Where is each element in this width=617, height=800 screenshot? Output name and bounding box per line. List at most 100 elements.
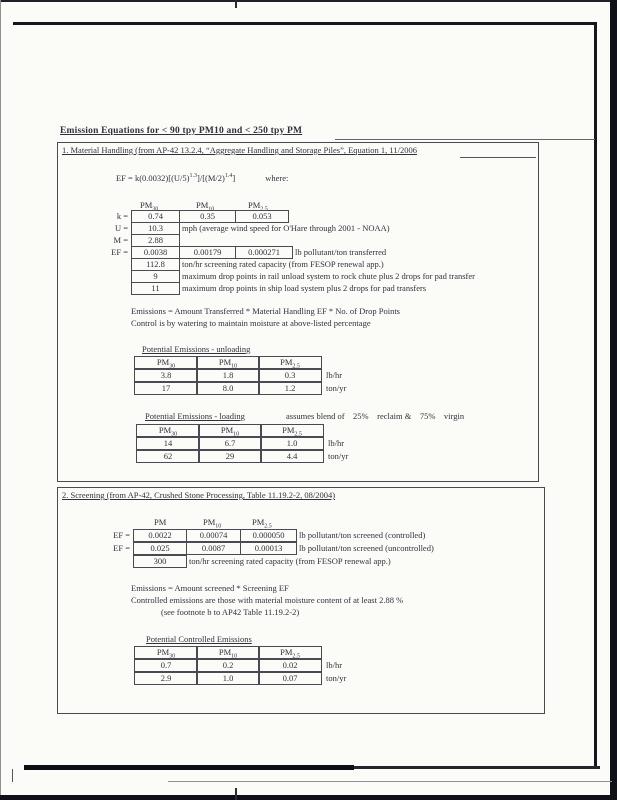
image-right-edge: [610, 0, 617, 800]
page-frame-bottom-heavy: [24, 765, 354, 770]
ef-uncontrolled-description: lb pollutant/ton screened (uncontrolled): [299, 543, 434, 553]
controlled-tonyr-pm25: 0.07: [258, 672, 322, 685]
pm-subscript: 10: [233, 431, 240, 438]
section-2-screening: 2. Screening (from AP-42, Crushed Stone …: [57, 487, 545, 714]
pm-label: PM: [156, 357, 170, 367]
pm-subscript: 10: [208, 206, 215, 213]
pm-label: PM: [203, 517, 216, 527]
screening-rate-description: ton/hr screening rated capacity (from FE…: [189, 556, 391, 566]
s2-pm25-header: PM2.5: [252, 517, 272, 530]
rate-description: ton/hr screening rated capacity (from FE…: [182, 259, 384, 269]
ef-description: lb pollutant/ton transferred: [295, 247, 387, 257]
loading-lbhr-unit: lb/hr: [328, 438, 345, 448]
loading-table-caption: Potential Emissions - loading: [145, 411, 245, 421]
ef-uncontrolled-pm10: 0.0087: [186, 542, 241, 555]
registration-tick-top: [235, 0, 237, 8]
controlled-lbhr-unit: lb/hr: [326, 660, 343, 670]
loading-pm25-header: PM2.5: [260, 424, 324, 438]
pm-label: PM: [218, 647, 232, 657]
u-label: U =: [114, 223, 128, 233]
scan-faint-rule: [168, 781, 612, 782]
unloading-table: PM30 PM10 PM2.5 3.8 1.8 0.3 lb/hr 17 8.0…: [134, 356, 384, 396]
controlled-pm10-header: PM10: [196, 646, 260, 660]
section-2-heading: 2. Screening (from AP-42, Crushed Stone …: [62, 490, 336, 500]
scan-left-tick: [12, 769, 13, 782]
pm-subscript: 10: [231, 653, 238, 660]
loading-tonyr-pm30: 62: [136, 450, 200, 463]
u-description: mph (average wind speed for O'Hare throu…: [182, 223, 390, 233]
loading-lbhr-pm30: 14: [136, 437, 200, 450]
k-pm10-value: 0.35: [179, 210, 236, 223]
section-1-heading-rule: [460, 157, 536, 158]
controlled-tonyr-pm10: 1.0: [196, 672, 260, 685]
unloading-lbhr-pm25: 0.3: [258, 369, 322, 382]
k-label: k =: [116, 211, 128, 221]
controlled-lbhr-pm30: 0.7: [134, 659, 198, 672]
pm-subscript: 30: [171, 431, 178, 438]
unloading-lbhr-pm10: 1.8: [196, 369, 260, 382]
ship-drop-points-value: 11: [131, 282, 180, 295]
loading-tonyr-pm25: 4.4: [260, 450, 324, 463]
image-top-edge: [0, 0, 617, 2]
unloading-lbhr-unit: lb/hr: [326, 370, 343, 380]
loading-lbhr-pm10: 6.7: [198, 437, 262, 450]
pm-subscript: 2.5: [292, 363, 300, 370]
s1-pm10-header: PM10: [196, 200, 215, 213]
pm-subscript: 30: [169, 653, 176, 660]
ef-controlled-pm25: 0.000050: [240, 529, 297, 542]
s2-footnote-reference: (see footnote b to AP42 Table 11.19.2-2): [161, 607, 300, 617]
ef-equation: EF = k(0.0032)[(U/5)1.3]/[(M/2)1.4] where…: [116, 173, 288, 184]
page-frame-top: [13, 22, 597, 25]
pm-label: PM: [280, 647, 293, 657]
s1-emissions-formula: Emissions = Amount Transferred * Materia…: [131, 306, 400, 316]
ef-controlled-pm: 0.0022: [133, 529, 187, 542]
s1-pm25-header: PM2.5: [248, 200, 268, 213]
unloading-pm30-header: PM30: [134, 356, 198, 370]
ef-controlled-description: lb pollutant/ton screened (controlled): [299, 530, 426, 540]
page-frame-right: [594, 22, 597, 768]
section-1-material-handling: 1. Material Handling (from AP-42 13.2.4,…: [57, 142, 539, 482]
pm-label: PM: [252, 517, 265, 527]
ef-uncontrolled-label: EF =: [113, 543, 130, 553]
unloading-tonyr-unit: ton/yr: [326, 383, 347, 393]
rail-drop-points-description: maximum drop points in rail unload syste…: [182, 271, 475, 281]
loading-lbhr-pm25: 1.0: [260, 437, 324, 450]
ef-controlled-pm10: 0.00074: [186, 529, 241, 542]
pm-label: PM: [154, 517, 167, 527]
pm-label: PM: [158, 425, 172, 435]
page-frame-bottom-light: [354, 766, 600, 769]
unloading-tonyr-pm25: 1.2: [258, 382, 322, 395]
unloading-tonyr-pm10: 8.0: [196, 382, 260, 395]
title-stray-rule: [335, 139, 595, 140]
controlled-table-caption: Potential Controlled Emissions: [146, 634, 252, 644]
unloading-lbhr-pm30: 3.8: [134, 369, 198, 382]
s2-controlled-note: Controlled emissions are those with mate…: [131, 595, 404, 605]
image-left-edge: [0, 0, 1, 800]
controlled-tonyr-unit: ton/yr: [326, 673, 347, 683]
ef-label: EF =: [111, 247, 128, 257]
loading-blend-note: assumes blend of 25% reclaim & 75% virgi…: [286, 411, 465, 421]
controlled-pm25-header: PM2.5: [258, 646, 322, 660]
loading-pm30-header: PM30: [136, 424, 200, 438]
pm-label: PM: [282, 425, 295, 435]
loading-table: PM30 PM10 PM2.5 14 6.7 1.0 lb/hr 62 29 4…: [136, 424, 386, 464]
s1-control-note: Control is by watering to maintain moist…: [131, 318, 371, 328]
s2-emissions-formula: Emissions = Amount screened * Screening …: [131, 583, 289, 593]
ef-pm25-value: 0.000271: [235, 246, 293, 259]
k-pm25-value: 0.053: [235, 210, 289, 223]
m-label: M =: [113, 235, 128, 245]
image-bottom-edge: [0, 795, 617, 800]
ef-equation-part3: ]: [232, 173, 236, 183]
controlled-pm30-header: PM30: [134, 646, 198, 660]
loading-tonyr-pm10: 29: [198, 450, 262, 463]
controlled-lbhr-pm25: 0.02: [258, 659, 322, 672]
s2-pm10-header: PM10: [203, 517, 221, 530]
pm-label: PM: [218, 357, 232, 367]
pm-label: PM: [220, 425, 234, 435]
controlled-tonyr-pm30: 2.9: [134, 672, 198, 685]
unloading-pm25-header: PM2.5: [258, 356, 322, 370]
page-title: Emission Equations for < 90 tpy PM10 and…: [60, 126, 303, 136]
unloading-table-caption: Potential Emissions - unloading: [142, 344, 251, 354]
pm-label: PM: [248, 200, 261, 210]
